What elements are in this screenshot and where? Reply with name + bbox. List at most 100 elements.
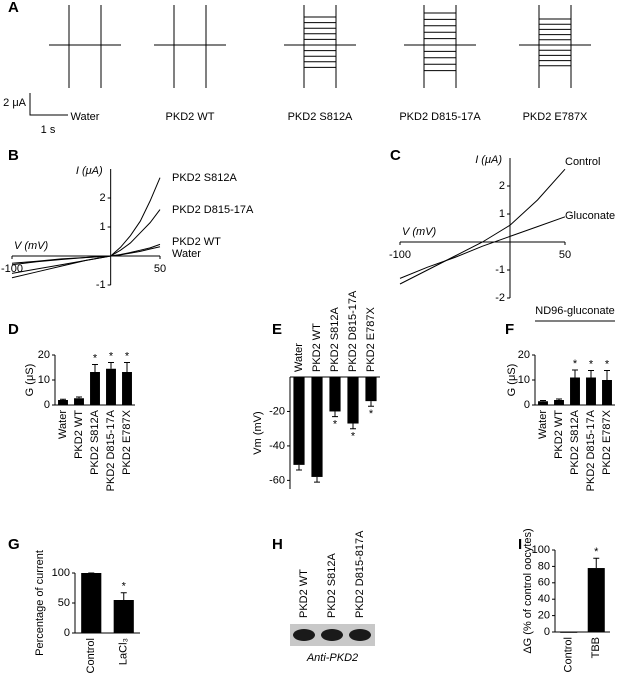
significance: * [594,546,599,558]
panel-label: B [8,147,19,164]
category-label: TBB [590,637,602,658]
category-label: PKD2 WT [311,323,323,372]
y-tick-label: 20 [38,349,50,361]
significance: * [333,419,338,431]
x-tick-label: -100 [389,249,411,261]
bar [570,377,580,405]
significance: * [125,350,130,362]
panel-label: I [518,536,522,553]
y-tick-label: 2 [499,180,505,192]
y-tick-label: 1 [499,208,505,220]
iv-curve [399,168,566,285]
y-tick-label: 0 [44,399,50,411]
y-axis-label: I (μA) [76,165,103,177]
blot-band [293,629,315,641]
y-axis-label: G (μS) [24,364,36,397]
category-label: PKD2 S812A [569,409,581,474]
y-axis-label: G (μS) [506,364,518,397]
x-axis-label: V (mV) [402,226,437,238]
significance: * [573,358,578,370]
panel-label: E [272,321,282,338]
error-bar [556,398,562,400]
error-bar [332,411,338,418]
category-label: PKD2 D815-17A [347,290,359,372]
error-bar [572,369,578,378]
significance: * [109,350,114,362]
y-tick-label: 80 [538,560,550,572]
y-tick-label: -1 [495,264,505,276]
y-tick-label: 20 [518,349,530,361]
y-tick-label: 100 [52,567,70,579]
bar [106,368,116,405]
category-label: Water [57,410,69,439]
category-label: PKD2 E787X [121,409,133,474]
blot-band [321,629,343,641]
iv-curve [11,209,161,274]
blot-caption: Anti-PKD2 [306,652,358,664]
y-tick-label: 0 [544,626,550,638]
error-bar [593,557,600,569]
bar [58,400,68,405]
y-tick-label: 2 [100,192,106,204]
y-axis-label: I (μA) [475,154,502,166]
lane-label: PKD2 WT [298,569,310,618]
error-bar [108,362,114,369]
trace-label: Water [71,111,100,123]
bar [81,573,102,633]
error-bar [314,476,320,483]
y-tick-label: 1 [100,221,106,233]
category-label: PKD2 WT [73,410,85,459]
bar [122,372,132,405]
panel-label: C [390,147,401,164]
category-label: Control [563,637,575,672]
y-tick-label: 100 [532,544,550,556]
bar [90,372,100,405]
error-bar [350,423,356,430]
y-tick-label: 0 [524,399,530,411]
category-label: PKD2 E787X [601,409,613,474]
trace-label: PKD2 S812A [288,111,353,123]
bar [587,568,605,632]
panel-label: H [272,536,283,553]
y-tick-label: -2 [495,292,505,304]
error-bar [588,370,594,378]
iv-curve [11,177,161,279]
bar [74,398,84,405]
y-tick-label: -1 [96,279,106,291]
bar [347,377,359,424]
significance: * [369,408,374,420]
y-tick-label: -60 [269,474,285,486]
category-label: PKD2 WT [553,410,565,459]
scale-label: 1 s [41,124,56,136]
error-bar [60,398,66,400]
bar [311,377,323,477]
error-bar [604,370,610,380]
y-tick-label: 40 [538,593,550,605]
error-bar [540,400,546,402]
y-axis-label: Vm (mV) [252,411,264,454]
bar [293,377,305,465]
error-bar [120,592,127,600]
x-tick-label: 50 [559,249,571,261]
y-tick-label: 50 [58,597,70,609]
x-tick-label: 50 [154,263,166,275]
error-bar [76,396,82,399]
significance: * [93,352,98,364]
bar [538,401,548,405]
category-label: Water [537,410,549,439]
error-bar [92,364,98,372]
bar [113,600,134,633]
series-label: Gluconate [565,210,615,222]
bar [329,377,341,412]
y-tick-label: 20 [538,610,550,622]
scale-bar [29,93,68,116]
category-label: PKD2 E787X [365,307,377,372]
category-label: PKD2 D815-17A [105,409,117,491]
bar [602,380,612,405]
category-label: PKD2 D815-17A [585,409,597,491]
bar [554,400,564,405]
category-label: Water [293,343,305,372]
series-label: PKD2 D815-17A [172,204,254,216]
category-label: PKD2 S812A [89,409,101,474]
significance: * [589,358,594,370]
